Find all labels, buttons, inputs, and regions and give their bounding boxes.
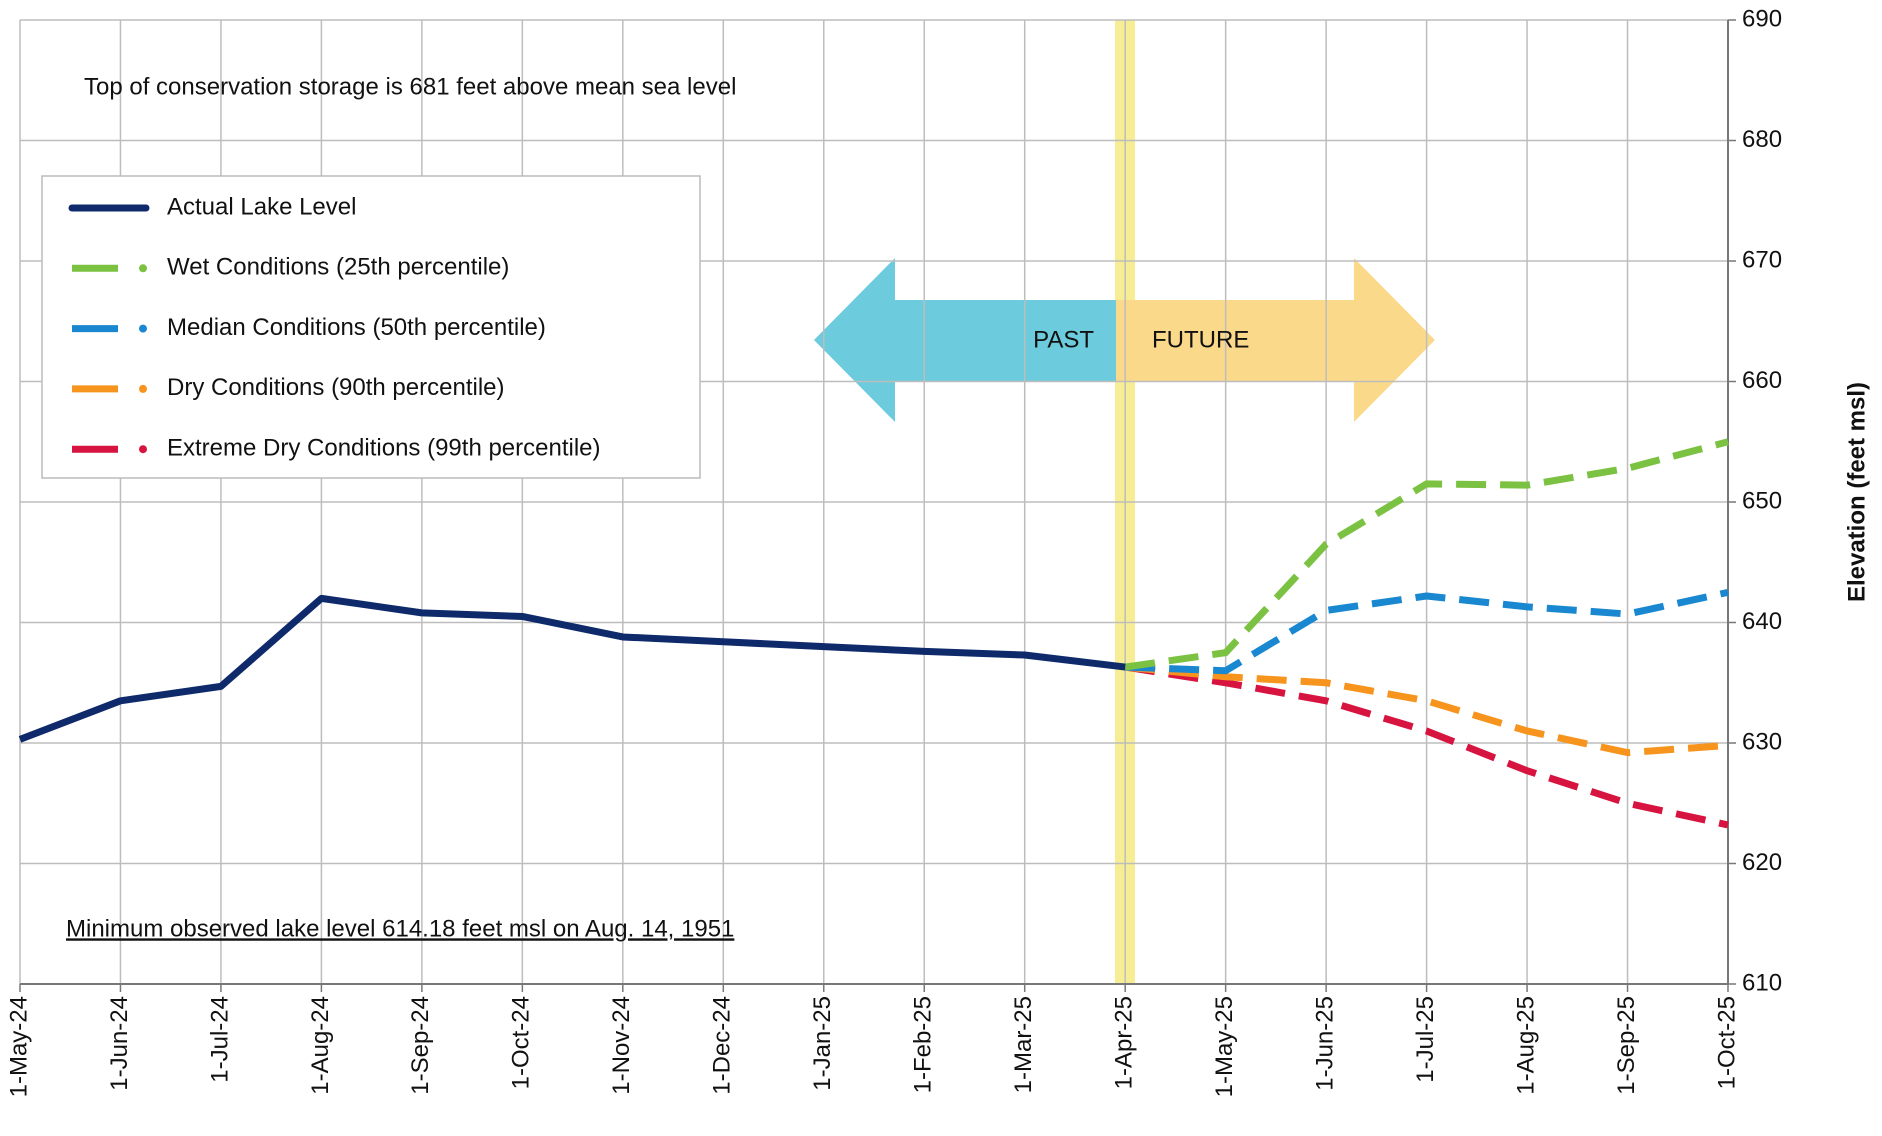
x-tick-label: 1-Feb-25 xyxy=(910,996,937,1093)
x-tick-label: 1-Mar-25 xyxy=(1010,996,1037,1093)
y-tick-label: 630 xyxy=(1742,728,1782,755)
series-line xyxy=(1124,663,1729,829)
y-axis-label: Elevation (feet msl) xyxy=(1843,382,1870,602)
y-tick-label: 680 xyxy=(1742,126,1782,153)
future-label: FUTURE xyxy=(1152,326,1249,353)
legend-label: Actual Lake Level xyxy=(167,193,356,220)
x-tick-label: 1-Aug-25 xyxy=(1512,996,1539,1095)
legend-swatch xyxy=(139,264,147,273)
y-tick-label: 640 xyxy=(1742,608,1782,635)
legend-label: Extreme Dry Conditions (99th percentile) xyxy=(167,435,601,462)
x-tick-label: 1-Jul-24 xyxy=(206,996,233,1083)
legend-swatch xyxy=(139,384,147,393)
y-tick-label: 650 xyxy=(1742,487,1782,514)
x-tick-label: 1-Oct-24 xyxy=(508,996,535,1089)
y-tick-label: 660 xyxy=(1742,367,1782,394)
legend-label: Median Conditions (50th percentile) xyxy=(167,314,546,341)
series-line xyxy=(1124,663,1729,757)
x-tick-label: 1-Dec-24 xyxy=(709,996,736,1095)
legend-label: Wet Conditions (25th percentile) xyxy=(167,254,509,281)
grid xyxy=(19,19,1729,985)
series-line xyxy=(1125,588,1729,675)
x-tick-label: 1-May-25 xyxy=(1211,996,1238,1097)
x-tick-label: 1-Jun-25 xyxy=(1311,996,1338,1091)
legend-label: Dry Conditions (90th percentile) xyxy=(167,374,505,401)
legend-swatch xyxy=(139,445,147,454)
series-line xyxy=(18,594,1126,743)
annotation: Top of conservation storage is 681 feet … xyxy=(84,73,736,100)
legend xyxy=(41,175,701,479)
x-tick-label: 1-Jan-25 xyxy=(809,996,836,1091)
x-tick-label: 1-Sep-25 xyxy=(1613,996,1640,1095)
x-tick-label: 1-Aug-24 xyxy=(307,996,334,1095)
x-tick-label: 1-Apr-25 xyxy=(1111,996,1138,1089)
x-tick-label: 1-Nov-24 xyxy=(608,996,635,1095)
x-tick-label: 1-Sep-24 xyxy=(407,996,434,1095)
past-label: PAST xyxy=(1033,326,1094,353)
legend-swatch xyxy=(139,324,147,333)
x-tick-label: 1-Jul-25 xyxy=(1412,996,1439,1083)
x-tick-label: 1-Oct-25 xyxy=(1713,996,1740,1089)
series-line xyxy=(1124,438,1729,671)
y-tick-label: 690 xyxy=(1742,5,1782,32)
annotation: Minimum observed lake level 614.18 feet … xyxy=(66,915,734,942)
x-tick-label: 1-May-24 xyxy=(5,996,32,1097)
y-tick-label: 620 xyxy=(1742,849,1782,876)
x-tick-label: 1-Jun-24 xyxy=(106,996,133,1091)
y-tick-label: 610 xyxy=(1742,969,1782,996)
y-tick-label: 670 xyxy=(1742,246,1782,273)
